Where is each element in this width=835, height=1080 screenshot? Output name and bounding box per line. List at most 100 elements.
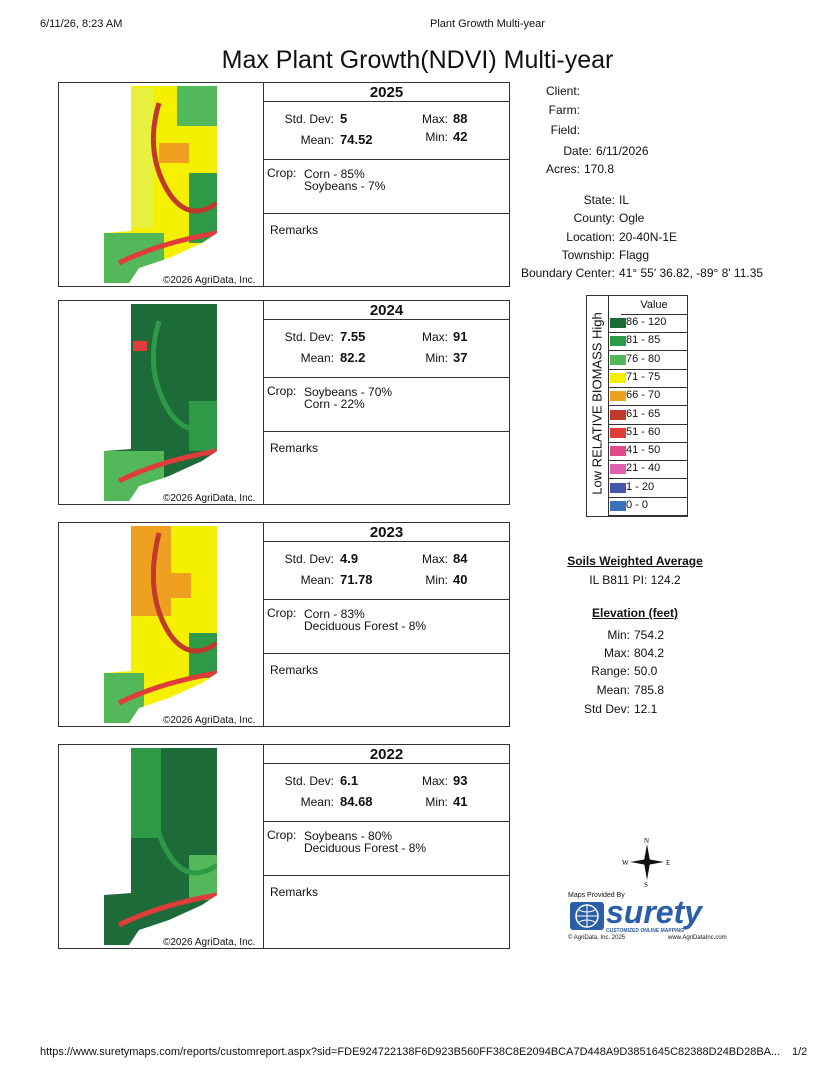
year-panel-2022: ©2026 AgriData, Inc. 2022 Std. Dev: 6.1 … bbox=[58, 744, 510, 949]
elev-max-value: 804.2 bbox=[634, 646, 665, 660]
print-page-title: Plant Growth Multi-year bbox=[430, 18, 545, 30]
legend-swatch bbox=[610, 482, 626, 493]
print-url: https://www.suretymaps.com/reports/custo… bbox=[40, 1046, 780, 1058]
legend-range: 81 - 85 bbox=[626, 334, 661, 347]
crop-label: Crop: bbox=[267, 166, 297, 180]
crop-secondary: Corn - 22% bbox=[304, 397, 365, 411]
brand-site: www.AgriDataInc.com bbox=[668, 935, 727, 941]
legend-row: 21 - 40 bbox=[608, 460, 687, 480]
legend-row: 51 - 60 bbox=[608, 424, 687, 443]
std-dev-value: 7.55 bbox=[340, 329, 366, 344]
remarks-label: Remarks bbox=[270, 885, 319, 899]
min-label: Min: bbox=[425, 130, 448, 144]
county-label: County: bbox=[573, 211, 615, 225]
map-copyright: ©2026 AgriData, Inc. bbox=[163, 715, 256, 726]
legend-swatch bbox=[610, 336, 626, 347]
compass-s: S bbox=[644, 881, 648, 888]
crop-label: Crop: bbox=[267, 384, 297, 398]
max-value: 91 bbox=[453, 329, 468, 344]
report-title: Max Plant Growth(NDVI) Multi-year bbox=[221, 46, 614, 74]
legend-swatch bbox=[610, 427, 626, 438]
state-label: State: bbox=[583, 193, 615, 207]
legend-row: 66 - 70 bbox=[608, 387, 687, 407]
legend-swatch bbox=[610, 464, 626, 475]
maps-provided-by: Maps Provided By bbox=[568, 892, 625, 899]
min-label: Min: bbox=[425, 573, 448, 587]
crop-primary: Soybeans - 80% bbox=[304, 829, 393, 843]
year-panel-2025: ©2026 AgriData, Inc. 2025 Std. Dev: 5 Me… bbox=[58, 82, 510, 287]
legend-range: 71 - 75 bbox=[626, 370, 661, 383]
elev-mean-label: Mean: bbox=[596, 683, 630, 697]
mean-label: Mean: bbox=[300, 133, 334, 147]
legend-swatch bbox=[610, 446, 626, 457]
elev-range-label: Range: bbox=[591, 664, 630, 678]
crop-primary: Soybeans - 70% bbox=[304, 385, 393, 399]
map-copyright: ©2026 AgriData, Inc. bbox=[163, 493, 256, 504]
max-value: 84 bbox=[453, 551, 468, 566]
legend-range: 41 - 50 bbox=[626, 444, 661, 457]
location-label: Location: bbox=[566, 230, 615, 244]
max-value: 88 bbox=[453, 111, 468, 126]
std-dev-label: Std. Dev: bbox=[284, 112, 334, 126]
panel-year: 2024 bbox=[264, 301, 509, 320]
mean-label: Mean: bbox=[300, 573, 334, 587]
acres-value: 170.8 bbox=[584, 162, 615, 176]
date-label: Date: bbox=[563, 144, 592, 158]
mean-label: Mean: bbox=[300, 351, 334, 365]
legend-row: 86 - 120 bbox=[608, 314, 687, 333]
legend-swatch bbox=[610, 318, 626, 328]
legend-swatch bbox=[610, 501, 626, 511]
compass-e: E bbox=[666, 859, 670, 867]
elev-mean-value: 785.8 bbox=[634, 683, 665, 697]
date-value: 6/11/2026 bbox=[596, 144, 649, 158]
crop-secondary: Deciduous Forest - 8% bbox=[304, 619, 427, 633]
legend-range: 0 - 0 bbox=[626, 499, 649, 511]
township-value: Flagg bbox=[619, 248, 650, 262]
crop-label: Crop: bbox=[267, 828, 297, 842]
ndvi-map-2024: ©2026 AgriData, Inc. bbox=[59, 301, 264, 504]
ndvi-map-2023: ©2026 AgriData, Inc. bbox=[59, 523, 264, 726]
client-label: Client: bbox=[545, 84, 580, 98]
legend-range: 51 - 60 bbox=[626, 425, 661, 438]
ndvi-map-2025: ©2026 AgriData, Inc. bbox=[59, 83, 264, 286]
legend-row: 1 - 20 bbox=[608, 479, 687, 498]
elevation-title: Elevation (feet) bbox=[591, 606, 678, 620]
mean-value: 74.52 bbox=[340, 132, 373, 147]
field-label: Field: bbox=[550, 123, 580, 137]
boundary-label: Boundary Center: bbox=[520, 266, 615, 280]
legend-range: 61 - 65 bbox=[626, 407, 661, 420]
year-panel-2023: ©2026 AgriData, Inc. 2023 Std. Dev: 4.9 … bbox=[58, 522, 510, 727]
elev-range-value: 50.0 bbox=[634, 664, 658, 678]
compass-w: W bbox=[622, 859, 629, 867]
remarks-label: Remarks bbox=[270, 663, 319, 677]
min-value: 40 bbox=[453, 572, 468, 587]
legend-row: 76 - 80 bbox=[608, 351, 687, 370]
crop-secondary: Soybeans - 7% bbox=[304, 179, 386, 193]
brand-copyright: © AgriData, Inc. 2025 bbox=[568, 935, 626, 941]
max-label: Max: bbox=[421, 112, 448, 126]
std-dev-label: Std. Dev: bbox=[284, 774, 334, 788]
boundary-value: 41° 55' 36.82, -89° 8' 11.35 bbox=[619, 266, 764, 280]
elev-std-value: 12.1 bbox=[634, 702, 658, 716]
legend-axis-label: Low RELATIVE BIOMASS High bbox=[589, 312, 605, 495]
remarks-label: Remarks bbox=[270, 223, 319, 237]
min-value: 37 bbox=[453, 350, 468, 365]
elev-std-label: Std Dev: bbox=[583, 702, 630, 716]
std-dev-label: Std. Dev: bbox=[284, 330, 334, 344]
elev-max-label: Max: bbox=[603, 646, 630, 660]
panel-year: 2025 bbox=[264, 83, 509, 102]
std-dev-value: 5 bbox=[340, 111, 348, 126]
legend-row: 61 - 65 bbox=[608, 406, 687, 425]
legend-swatch bbox=[610, 391, 626, 402]
max-label: Max: bbox=[421, 552, 448, 566]
max-label: Max: bbox=[421, 774, 448, 788]
legend-range: 86 - 120 bbox=[626, 316, 667, 328]
legend-swatch bbox=[610, 409, 626, 420]
soils-title: Soils Weighted Average bbox=[567, 554, 703, 568]
legend-row: 71 - 75 bbox=[608, 369, 687, 388]
legend-row: 41 - 50 bbox=[608, 442, 687, 462]
compass-n: N bbox=[644, 837, 649, 845]
crop-primary: Corn - 85% bbox=[304, 167, 365, 181]
legend-range: 1 - 20 bbox=[626, 480, 655, 493]
legend-range: 21 - 40 bbox=[626, 462, 661, 475]
